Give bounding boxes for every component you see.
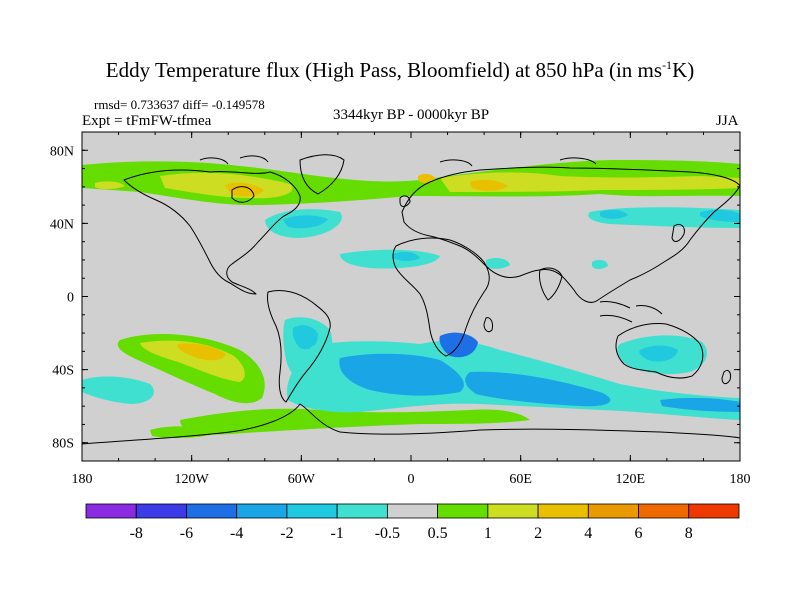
contour-south-green-band bbox=[180, 408, 530, 435]
coastlines bbox=[82, 154, 740, 445]
period-label: 3344kyr BP - 0000kyr BP bbox=[332, 107, 490, 123]
coast-japan bbox=[671, 223, 685, 242]
colorbar-label: -8 bbox=[130, 525, 143, 542]
contour-sh-neg-inner-1 bbox=[339, 353, 464, 396]
contour-sh-neg-inner-2 bbox=[465, 371, 611, 407]
coast-australia bbox=[615, 323, 704, 379]
coast-hudson-bay bbox=[231, 186, 255, 203]
contour-nh-yellow-east bbox=[440, 172, 740, 192]
colorbar-box bbox=[186, 503, 238, 519]
colorbar-box bbox=[336, 503, 388, 519]
contour-nh-green-small bbox=[95, 181, 125, 190]
contour-sh-neg-west bbox=[82, 376, 154, 404]
stats-text: rmsd= 0.733637 diff= -0.149578 bbox=[94, 97, 265, 112]
coast-antarctica bbox=[82, 403, 740, 445]
contour-npac-neg-inner-2 bbox=[700, 209, 740, 222]
lon-tick-label: 120E bbox=[616, 472, 646, 487]
colorbar: -8 -6 -4 -2 -1 -0.5 0.5 1 2 4 6 8 bbox=[85, 503, 740, 542]
colorbar-box bbox=[85, 503, 137, 519]
contour-siberia-orange bbox=[470, 179, 508, 191]
coast-africa bbox=[392, 237, 490, 357]
colorbar-box bbox=[587, 503, 639, 519]
colorbar-label: 8 bbox=[685, 525, 693, 542]
lon-tick-label: 180 bbox=[72, 472, 93, 487]
coast-madagascar bbox=[483, 317, 493, 333]
coast-indonesia bbox=[599, 301, 663, 323]
contour-npac-neg-inner bbox=[600, 209, 628, 219]
contour-spac-orange bbox=[177, 343, 226, 361]
colorbar-label: 1 bbox=[484, 525, 492, 542]
lat-tick-label: 80N bbox=[50, 144, 74, 159]
contour-canada-orange bbox=[225, 182, 264, 197]
map-plot bbox=[82, 132, 740, 461]
colorbar-label: 4 bbox=[584, 525, 592, 542]
colorbar-label: -4 bbox=[230, 525, 243, 542]
colorbar-label: 6 bbox=[635, 525, 643, 542]
lat-tick-label: 40S bbox=[52, 364, 74, 379]
colorbar-box bbox=[688, 503, 740, 519]
lat-tick-label: 40N bbox=[50, 217, 74, 232]
lon-tick-label: 60E bbox=[509, 472, 532, 487]
coast-north-america bbox=[123, 169, 301, 295]
contour-sahara-neg-inner bbox=[394, 251, 420, 261]
colorbar-box bbox=[638, 503, 690, 519]
lon-axis: 180 120W 60W 0 60E 120E 180 bbox=[72, 132, 751, 487]
experiment-label: Expt = tFmFW-tfmea bbox=[82, 113, 212, 129]
lon-tick-label: 60W bbox=[288, 472, 316, 487]
coast-arctic-islands bbox=[199, 155, 597, 167]
contour-sh-neg-inner-3 bbox=[660, 397, 740, 412]
season-label: JJA bbox=[716, 113, 739, 129]
colorbar-box bbox=[135, 503, 187, 519]
coast-greenland bbox=[299, 154, 345, 195]
lat-tick-label: 80S bbox=[52, 437, 74, 452]
coast-south-america bbox=[267, 289, 331, 403]
colorbar-box bbox=[286, 503, 338, 519]
contour-natl-neg-inner bbox=[283, 215, 328, 229]
colorbar-label: -2 bbox=[280, 525, 293, 542]
lat-tick-label: 0 bbox=[67, 291, 74, 306]
lon-tick-label: 120W bbox=[175, 472, 210, 487]
colorbar-label: -6 bbox=[180, 525, 193, 542]
anomaly-field bbox=[82, 160, 740, 439]
lon-tick-label: 0 bbox=[408, 472, 415, 487]
colorbar-label: 2 bbox=[534, 525, 542, 542]
colorbar-box bbox=[487, 503, 539, 519]
colorbar-box bbox=[236, 503, 288, 519]
colorbar-label: 0.5 bbox=[428, 525, 448, 542]
colorbar-box bbox=[437, 503, 489, 519]
contour-siberia-orange-2 bbox=[418, 173, 436, 183]
colorbar-box bbox=[386, 503, 439, 519]
contour-arabia-neg bbox=[486, 257, 510, 269]
colorbar-label: -1 bbox=[330, 525, 343, 542]
coast-india bbox=[539, 267, 563, 301]
coast-europe-asia bbox=[401, 166, 740, 303]
coast-uk bbox=[399, 195, 411, 207]
lon-tick-label: 180 bbox=[730, 472, 751, 487]
lat-axis: 80N 40N 0 40S 80S bbox=[50, 131, 740, 462]
contour-neg-small-1 bbox=[592, 259, 608, 269]
colorbar-box bbox=[537, 503, 589, 519]
coast-new-zealand bbox=[721, 369, 731, 385]
contour-samerica-neg-inner bbox=[292, 325, 318, 350]
contour-australia-neg-inner bbox=[639, 345, 678, 362]
colorbar-label: -0.5 bbox=[375, 525, 400, 542]
chart-title: Eddy Temperature flux (High Pass, Bloomf… bbox=[105, 58, 695, 82]
